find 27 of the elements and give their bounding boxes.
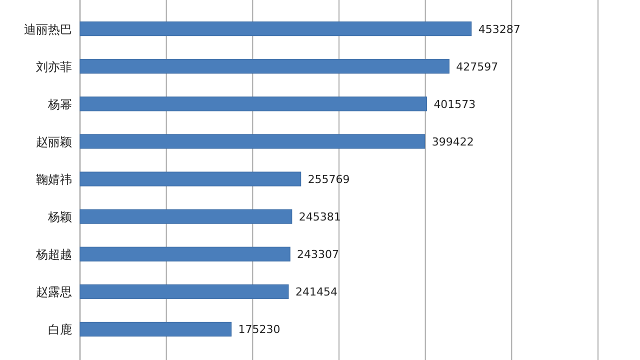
y-tick-label: 杨颖 — [47, 210, 72, 224]
data-label: 241454 — [295, 286, 338, 299]
data-label: 175230 — [238, 323, 280, 336]
y-tick-label: 鞠婧祎 — [36, 172, 72, 186]
y-tick-label: 杨幂 — [47, 97, 72, 112]
y-tick-label: 迪丽热巴 — [24, 22, 72, 36]
data-label: 243307 — [297, 248, 340, 262]
y-tick-label: 杨超越 — [35, 248, 72, 262]
data-label: 453287 — [478, 22, 520, 36]
y-tick-label: 白鹿 — [48, 322, 72, 337]
data-label: 399422 — [432, 135, 474, 148]
data-label: 255769 — [308, 173, 350, 186]
bar — [80, 134, 426, 149]
bar — [80, 21, 472, 36]
data-label: 401573 — [434, 98, 476, 111]
data-label: 427597 — [456, 60, 498, 74]
y-tick-label: 赵丽颖 — [36, 134, 72, 149]
bar — [80, 59, 450, 74]
bar — [80, 96, 427, 112]
bar — [80, 209, 292, 224]
bar — [80, 284, 289, 299]
bar — [80, 322, 232, 337]
bar — [80, 172, 302, 186]
y-tick-label: 刘亦菲 — [36, 60, 72, 74]
bar — [80, 246, 290, 262]
y-tick-label: 赵露思 — [36, 285, 72, 300]
data-label: 245381 — [298, 210, 341, 224]
